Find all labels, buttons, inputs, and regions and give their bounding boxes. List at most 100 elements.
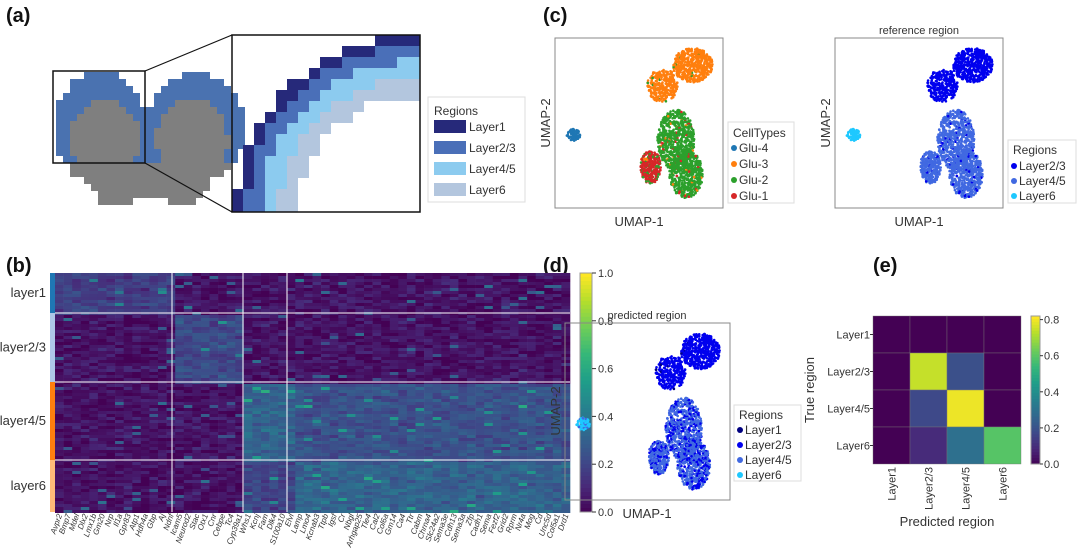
heatmap-cell (509, 357, 519, 360)
heatmap-cell (218, 405, 227, 408)
heatmap-cell (72, 294, 82, 297)
heatmap-cell (552, 465, 562, 468)
heatmap-cell (303, 327, 313, 330)
cortex-pixel (133, 93, 140, 100)
heatmap-cell (209, 321, 219, 324)
heatmap-cell (243, 429, 253, 432)
heatmap-cell (97, 435, 107, 438)
tissue-pixel (119, 114, 126, 121)
heatmap-cell (321, 369, 330, 372)
heatmap-cell (192, 357, 202, 360)
heatmap-cell (346, 354, 356, 357)
heatmap-cell (372, 396, 382, 399)
heatmap-cell (312, 291, 322, 294)
heatmap-cell (527, 378, 536, 381)
heatmap-cell (286, 462, 296, 465)
heatmap-cell (552, 423, 562, 426)
heatmap-cell (80, 423, 90, 426)
heatmap-cell (252, 387, 262, 390)
layer-pixel (287, 167, 298, 178)
heatmap-cell (72, 399, 82, 402)
layer-pixel (265, 156, 276, 167)
heatmap-cell (97, 339, 107, 342)
heatmap-cell (200, 483, 210, 486)
cortex-pixel (224, 156, 231, 163)
cortex-pixel (217, 107, 224, 114)
cortex-pixel (140, 142, 147, 149)
heatmap-cell (209, 393, 219, 396)
heatmap-cell (106, 438, 116, 441)
heatmap-cell (175, 342, 185, 345)
heatmap-cell (252, 327, 262, 330)
heatmap-cell (561, 420, 571, 423)
heatmap-cell (252, 441, 262, 444)
tissue-pixel (91, 100, 98, 107)
heatmap-cell (55, 378, 64, 381)
heatmap-cell (218, 321, 227, 324)
heatmap-cell (329, 456, 339, 459)
heatmap-cell (278, 492, 288, 495)
heatmap-cell (518, 393, 528, 396)
heatmap-cell (321, 294, 330, 297)
heatmap-cell (364, 429, 373, 432)
heatmap-cell (406, 306, 416, 309)
heatmap-cell (235, 324, 245, 327)
heatmap-cell (286, 486, 296, 489)
heatmap-cell (235, 276, 245, 279)
heatmap-cell (424, 369, 433, 372)
heatmap-cell (389, 387, 399, 390)
heatmap-cell (303, 342, 313, 345)
heatmap-cell (535, 411, 545, 414)
heatmap-cell (415, 432, 425, 435)
heatmap-cell (561, 351, 571, 354)
heatmap-cell (303, 456, 313, 459)
heatmap-cell (518, 357, 528, 360)
heatmap-cell (269, 450, 279, 453)
heatmap-cell (484, 447, 494, 450)
heatmap-cell (149, 411, 159, 414)
heatmap-cell (424, 435, 433, 438)
heatmap-cell (381, 408, 391, 411)
layer-pixel (254, 123, 265, 134)
heatmap-cell (467, 288, 476, 291)
layer-pixel (276, 90, 287, 101)
heatmap-cell (432, 411, 442, 414)
heatmap-cell (492, 378, 502, 381)
heatmap-cell (252, 414, 262, 417)
heatmap-cell (63, 426, 73, 429)
heatmap-cell (509, 378, 519, 381)
heatmap-cell (381, 300, 391, 303)
heatmap-cell (63, 396, 73, 399)
heatmap-cell (501, 483, 511, 486)
heatmap-cell (123, 315, 133, 318)
heatmap-cell (226, 438, 236, 441)
heatmap-cell (329, 339, 339, 342)
heatmap-cell (467, 456, 476, 459)
heatmap-cell (106, 363, 116, 366)
heatmap-cell (544, 438, 554, 441)
heatmap-cell (527, 330, 536, 333)
heatmap-cell (55, 417, 64, 420)
heatmap-cell (218, 468, 227, 471)
heatmap-cell (192, 366, 202, 369)
heatmap-cell (329, 279, 339, 282)
heatmap-cell (175, 297, 185, 300)
heatmap-cell (183, 321, 193, 324)
cortex-pixel (112, 72, 119, 79)
tissue-pixel (126, 128, 133, 135)
heatmap-cell (183, 354, 193, 357)
cortex-pixel (224, 128, 231, 135)
layer-pixel (287, 101, 298, 112)
heatmap-cell (527, 480, 536, 483)
heatmap-cell (527, 399, 536, 402)
heatmap-cell (329, 420, 339, 423)
tissue-pixel (210, 114, 217, 121)
heatmap-cell (140, 342, 150, 345)
heatmap-cell (235, 453, 245, 456)
heatmap-cell (158, 273, 167, 276)
heatmap-cell (338, 360, 348, 363)
heatmap-cell (518, 336, 528, 339)
heatmap-cell (209, 444, 219, 447)
heatmap-cell (63, 321, 73, 324)
heatmap-cell (467, 393, 476, 396)
